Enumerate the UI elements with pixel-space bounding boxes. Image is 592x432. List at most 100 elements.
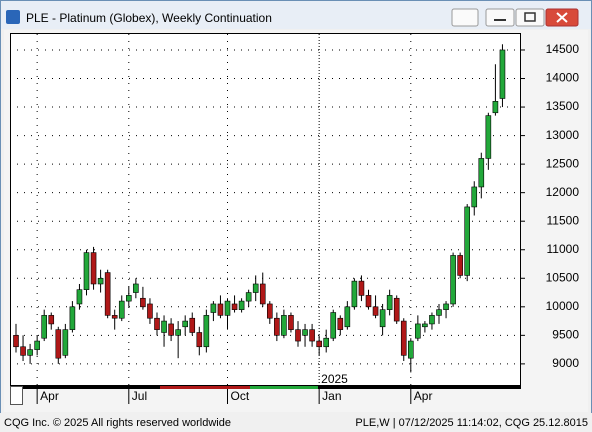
candle-body [365,295,372,308]
candle-body [471,186,478,208]
candle-body [20,346,26,356]
candle-body [161,320,167,333]
candle-body [90,252,97,285]
candle-body [41,315,48,339]
x-tick-label: Apr [414,389,433,403]
candle-body [140,297,146,308]
y-tick-label: 12500 [546,156,580,170]
candle-body [76,289,83,305]
candle-body [259,283,266,305]
candle-body [295,329,301,342]
y-tick-label: 14000 [546,71,580,85]
candle-body [118,300,125,319]
candle-body [168,323,174,336]
maximize-button[interactable] [515,8,545,27]
candle-body [478,158,485,188]
candle-body [330,312,337,339]
candle-body [34,340,40,350]
candle-body [245,292,252,302]
app-icon [6,10,20,24]
y-tick-label: 14500 [546,42,580,56]
y-tick-label: 9500 [552,328,579,342]
candle-body [189,317,196,333]
year-label: 2025 [321,372,348,386]
candle-body [182,320,188,328]
candle-body [436,309,442,316]
close-icon [556,12,568,23]
candle-body [499,49,506,99]
y-tick-label: 13500 [546,99,580,113]
candle-body [379,309,386,328]
candle-body [400,320,407,356]
x-tick-label: Oct [231,389,250,403]
candle-body [27,349,33,356]
link-button[interactable] [451,8,479,27]
candle-body [443,303,449,310]
candle-body [13,335,19,348]
candle-body [238,300,245,310]
candle-body [337,317,344,330]
candle-body [111,315,118,319]
y-tick-label: 12000 [546,185,580,199]
candle-body [210,303,217,313]
minimize-button[interactable] [485,8,515,27]
candle-body [351,280,358,308]
candle-body [196,332,203,348]
candle-body [55,329,62,359]
candle-body [154,317,160,330]
candle-body [393,297,400,322]
x-tick-label: Jan [322,389,341,403]
x-tick-label: Apr [40,389,59,403]
candle-body [407,340,414,359]
candle-body [231,303,238,310]
candle-body [62,329,69,356]
status-bar [0,413,592,432]
plot-area [10,33,521,386]
candle-body [309,329,315,342]
candle-body [217,303,224,316]
candle-body [97,277,104,285]
candle-body [104,272,111,316]
candle-body [274,317,280,336]
candle-body [415,323,421,339]
candle-body [126,295,132,302]
window-title: PLE - Platinum (Globex), Weekly Continua… [26,11,272,25]
y-tick-label: 11000 [547,242,580,256]
candle-body [175,329,181,336]
candle-body [450,255,456,305]
candle-body [464,206,471,276]
y-tick-label: 13000 [546,128,580,142]
candle-body [358,280,365,296]
timeline-bar-segment [160,386,250,389]
candle-body [457,255,463,276]
candle-body [83,252,90,290]
candle-body [302,329,308,336]
candle-body [266,303,273,319]
candle-body [147,303,153,319]
y-tick-label: 10500 [546,270,580,284]
footer-left: CQG Inc. © 2025 All rights reserved worl… [4,417,231,429]
candle-body [429,315,435,325]
candle-body [344,306,351,328]
candle-body [485,115,492,159]
candle-body [203,315,210,348]
candle-body [224,300,231,316]
footer-right: PLE,W | 07/12/2025 11:14:02, CQG 25.12.8… [355,417,588,429]
x-tick-label: Jul [132,389,147,403]
candle-body [288,315,294,330]
y-tick-label: 10000 [546,299,580,313]
candle-body [372,306,379,316]
y-tick-label: 9000 [552,356,579,370]
candle-body [252,283,259,293]
candle-body [492,101,499,114]
scroll-box[interactable] [10,386,23,405]
candle-body [133,283,139,293]
candle-body [422,323,428,328]
maximize-icon [524,12,536,22]
candle-body [281,315,287,336]
timeline-bar-segment [250,386,318,389]
candle-body [48,315,55,325]
y-tick-label: 11500 [547,213,580,227]
candle-body [323,337,330,348]
